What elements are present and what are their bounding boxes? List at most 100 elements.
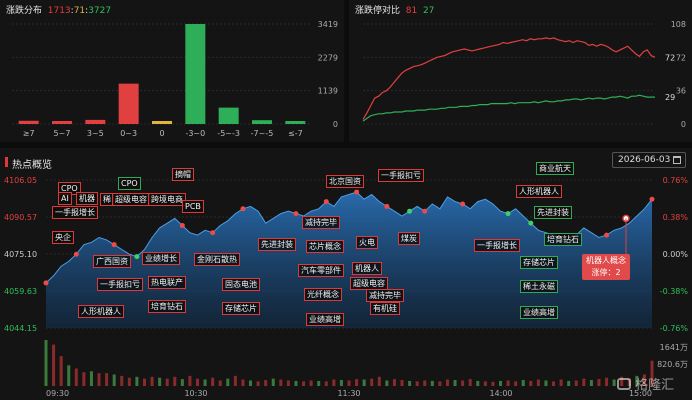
- concept-tag[interactable]: 固态电池: [222, 278, 260, 291]
- concept-tag[interactable]: 培育钻石: [544, 233, 582, 246]
- volume-bar: [264, 380, 268, 386]
- concept-tag[interactable]: 摘帽: [172, 168, 194, 181]
- concept-tag[interactable]: 有机硅: [370, 302, 400, 315]
- volume-bar: [339, 380, 343, 386]
- volume-bar: [612, 379, 616, 386]
- volume-bar: [158, 377, 162, 386]
- volume-bar: [491, 381, 495, 386]
- y-right-label: -0.38%: [660, 287, 689, 296]
- date-picker[interactable]: 2026-06-03: [612, 152, 686, 168]
- volume-bar: [180, 379, 184, 386]
- concept-tag[interactable]: 金刚石散热: [194, 253, 240, 266]
- y-right-label: 0.76%: [663, 176, 689, 185]
- concept-tag[interactable]: 培育钻石: [148, 300, 186, 313]
- x-tick-label: -3~0: [185, 129, 205, 138]
- volume-bar: [574, 380, 578, 386]
- concept-tag[interactable]: 热电联产: [148, 276, 186, 289]
- volume-bar: [423, 380, 427, 386]
- volume-bar: [514, 381, 518, 386]
- bar: [118, 83, 139, 124]
- concept-tag[interactable]: 减持完毕: [366, 289, 404, 302]
- concept-tag[interactable]: 煤炭: [398, 232, 420, 245]
- hot-title: 热点概览: [12, 160, 52, 171]
- distribution-chart: 3419 2279 1139 0 ≥7 5~7 3~5 0~3 0 -3~0 -5~-3 -7~-5 ≤…: [12, 20, 338, 138]
- concept-tag[interactable]: 火电: [356, 236, 378, 249]
- popup-concept-name: 机器人概念: [586, 256, 626, 265]
- volume-bar: [347, 380, 351, 386]
- concept-tag[interactable]: 机器: [76, 192, 98, 205]
- y-right-label: 0.00%: [663, 250, 689, 259]
- concept-tag[interactable]: 先进封装: [534, 206, 572, 219]
- volume-bar: [589, 380, 593, 386]
- volume-bar: [271, 378, 275, 386]
- concept-tag[interactable]: 一手报增长: [474, 239, 520, 252]
- volume-bar: [552, 381, 556, 386]
- concept-tag[interactable]: 业绩增长: [142, 252, 180, 265]
- concept-tag[interactable]: 减持完毕: [302, 216, 340, 229]
- concept-dot: [73, 251, 79, 257]
- volume-bar: [294, 380, 298, 386]
- volume-bar: [74, 368, 78, 386]
- volume-bar: [430, 380, 434, 386]
- volume-bar: [355, 379, 359, 386]
- concept-dot: [240, 206, 246, 212]
- concept-tag[interactable]: PCB: [182, 200, 204, 213]
- concept-tag[interactable]: 广西国资: [93, 255, 131, 268]
- volume-bar: [279, 379, 283, 386]
- y-left-label: 4106.05: [4, 176, 37, 185]
- x-tick-label: ≥7: [23, 129, 35, 138]
- volume-bar: [233, 375, 237, 386]
- x-tick-label: 0: [159, 129, 164, 138]
- concept-tag[interactable]: 存储芯片: [520, 256, 558, 269]
- volume-bar: [135, 376, 139, 386]
- concept-tag[interactable]: 一手报扣亏: [97, 278, 143, 291]
- y-tick-label: 1139: [318, 87, 338, 96]
- limit-title: 涨跌停对比 81 27: [355, 6, 435, 16]
- concept-tag[interactable]: 跨境电商: [148, 193, 186, 206]
- volume-bar: [476, 380, 480, 386]
- volume-bar: [52, 344, 56, 386]
- concept-tag[interactable]: 存储芯片: [222, 302, 260, 315]
- concept-tag[interactable]: 央企: [52, 231, 74, 244]
- concept-tag[interactable]: 业绩高增: [306, 313, 344, 326]
- volume-bar: [468, 379, 472, 386]
- volume-bar: [59, 356, 63, 386]
- x-tick-label: 5~7: [54, 129, 71, 138]
- time-label: 14:00: [489, 389, 512, 398]
- volume-bar: [302, 381, 306, 386]
- concept-tag[interactable]: 汽车零部件: [298, 264, 344, 277]
- volume-bar: [150, 376, 154, 386]
- bar: [185, 24, 206, 124]
- concept-tag[interactable]: 机器人: [352, 262, 382, 275]
- concept-tag[interactable]: AI: [58, 192, 72, 205]
- y-tick-label: 0: [681, 120, 686, 129]
- concept-tag[interactable]: 北京国资: [326, 175, 364, 188]
- y-left-label: 4044.15: [4, 324, 37, 333]
- concept-tag[interactable]: 稀土永磁: [520, 280, 558, 293]
- concept-tag[interactable]: 业绩高增: [520, 306, 558, 319]
- concept-tag[interactable]: 人形机器人: [516, 185, 562, 198]
- concept-tag[interactable]: 商业航天: [536, 162, 574, 175]
- concept-tag[interactable]: CPO: [118, 177, 141, 190]
- volume-bar: [529, 380, 533, 386]
- concept-tag[interactable]: 芯片概念: [306, 240, 344, 253]
- concept-tag[interactable]: 先进封装: [258, 238, 296, 251]
- concept-tag[interactable]: 光纤概念: [304, 288, 342, 301]
- concept-popup[interactable]: 机器人概念 涨停：2: [582, 254, 630, 280]
- concept-tag[interactable]: 一手报增长: [52, 206, 98, 219]
- y-tick-label: 72: [676, 53, 686, 62]
- volume-bar: [82, 372, 86, 386]
- volume-bar: [188, 375, 192, 386]
- volume-bar: [461, 380, 465, 386]
- y-tick-label: 2279: [318, 53, 338, 62]
- volume-bar: [521, 380, 525, 386]
- concept-tag[interactable]: 一手报扣亏: [378, 169, 424, 182]
- concept-tag[interactable]: 超级电容: [112, 193, 150, 206]
- bar: [52, 121, 72, 124]
- x-tick-label: 0~3: [120, 129, 137, 138]
- concept-tag[interactable]: 人形机器人: [78, 305, 124, 318]
- volume-bar: [362, 379, 366, 386]
- volume-bar: [453, 380, 457, 386]
- y-right-label: 0.38%: [663, 213, 689, 222]
- y-left-label: 4059.63: [4, 287, 37, 296]
